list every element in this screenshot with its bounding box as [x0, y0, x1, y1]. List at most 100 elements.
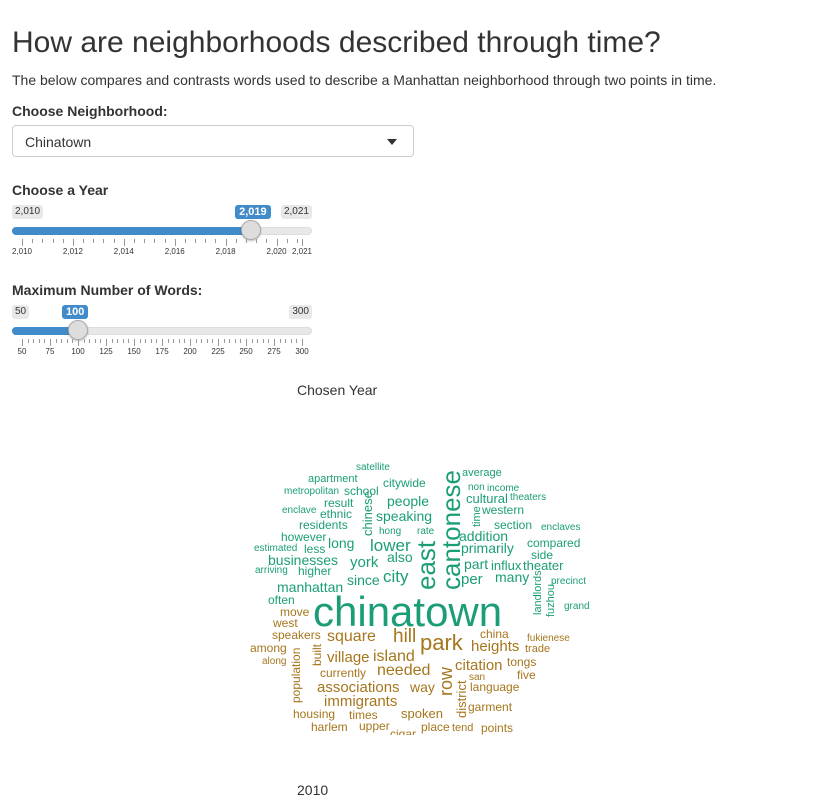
- word-cloud-word: compared: [527, 536, 580, 550]
- word-cloud-word: cantonese: [436, 470, 466, 590]
- year-slider-major-tick: [72, 239, 74, 246]
- words-slider-minor-tick: [83, 339, 85, 343]
- words-slider-tick-label: 275: [267, 347, 281, 356]
- word-cloud-word: residents: [299, 518, 348, 532]
- neighborhood-selected-value: Chinatown: [25, 134, 92, 150]
- words-slider-minor-tick: [178, 339, 180, 343]
- word-cloud-word: long: [328, 535, 354, 551]
- word-cloud-word: citation: [455, 657, 503, 674]
- words-slider-major-tick: [162, 339, 163, 346]
- words-slider-minor-tick: [195, 339, 197, 343]
- word-cloud-word: east: [411, 540, 441, 590]
- words-slider-tick-label: 175: [155, 347, 169, 356]
- word-cloud-word: time: [471, 506, 483, 527]
- words-slider-minor-tick: [262, 339, 264, 343]
- words-slider-minor-tick: [55, 339, 57, 343]
- words-value-label: 100: [62, 305, 89, 319]
- year-slider-minor-tick: [154, 239, 156, 243]
- year-slider-minor-tick: [246, 239, 247, 243]
- word-cloud-word: manhattan: [277, 579, 343, 595]
- year-slider-handle[interactable]: [241, 220, 262, 240]
- word-cloud-word: part: [464, 556, 488, 572]
- words-slider-major-tick: [246, 339, 247, 346]
- word-cloud-word: language: [470, 680, 520, 694]
- chevron-down-icon[interactable]: [387, 139, 397, 145]
- word-cloud-word: along: [262, 656, 286, 667]
- word-cloud-word: since: [347, 572, 380, 588]
- word-cloud-word: theaters: [510, 492, 546, 503]
- words-slider-minor-tick: [72, 339, 74, 343]
- words-slider-tick-label: 125: [99, 347, 113, 356]
- chosen-year-caption: Chosen Year: [297, 382, 378, 398]
- word-cloud-word: hill: [393, 626, 416, 647]
- word-cloud-word: less: [304, 542, 325, 556]
- year-slider-minor-tick: [103, 239, 105, 243]
- word-cloud-word: cultural: [466, 491, 508, 506]
- year-slider-minor-tick: [144, 239, 146, 243]
- year-slider-minor-tick: [286, 239, 288, 243]
- words-slider-minor-tick: [27, 339, 29, 343]
- word-cloud-word: enclave: [282, 505, 317, 516]
- words-slider-minor-tick: [33, 339, 35, 343]
- year-slider-major-tick: [302, 239, 303, 246]
- word-cloud-word: addition: [459, 528, 508, 544]
- page-title: How are neighborhoods described through …: [12, 26, 661, 59]
- year-slider-minor-tick: [42, 239, 44, 243]
- word-cloud-word: school: [344, 484, 379, 498]
- words-slider-minor-tick: [122, 339, 124, 343]
- words-slider-minor-tick: [89, 339, 91, 343]
- word-cloud-word: trade: [525, 643, 550, 655]
- words-slider-tick-label: 100: [71, 347, 85, 356]
- word-cloud-word: times: [349, 708, 378, 722]
- words-slider-minor-tick: [167, 339, 169, 343]
- year-slider-minor-tick: [184, 239, 186, 243]
- words-slider-minor-tick: [38, 339, 40, 343]
- word-cloud-word: many: [495, 569, 529, 585]
- word-cloud-word: speaking: [376, 508, 432, 524]
- word-cloud-word: often: [268, 593, 295, 607]
- year-slider[interactable]: 2,010 2,021 2,019 2,010 2,012 2,014 2,016 2,…: [12, 205, 312, 265]
- word-cloud-word: also: [387, 549, 413, 565]
- word-cloud-word: average: [462, 467, 502, 479]
- word-cloud-word: precinct: [551, 576, 586, 587]
- year-slider-minor-tick: [195, 239, 197, 243]
- word-cloud-word: place: [421, 720, 450, 734]
- words-slider[interactable]: 50 300 100 50 75 100 125 150 175 200 225 250 275 3…: [12, 305, 312, 365]
- word-cloud-word: housing: [293, 707, 335, 721]
- word-cloud-word: ethnic: [320, 507, 352, 521]
- year-slider-tick-label: 2,018: [215, 247, 236, 256]
- word-cloud-word: york: [350, 554, 379, 571]
- words-slider-minor-tick: [285, 339, 287, 343]
- year-slider-major-tick: [123, 239, 125, 246]
- word-cloud-word: citywide: [383, 476, 426, 490]
- words-slider-handle[interactable]: [68, 320, 88, 340]
- words-slider-minor-tick: [229, 339, 231, 343]
- year-slider-minor-tick: [113, 239, 115, 243]
- neighborhood-label: Choose Neighborhood:: [12, 103, 168, 119]
- words-slider-minor-tick: [100, 339, 102, 343]
- words-slider-minor-tick: [156, 339, 158, 343]
- word-cloud: satellite average apartment citywide non inco…: [250, 462, 590, 735]
- word-cloud-word: cigar: [390, 727, 416, 735]
- words-slider-minor-tick: [61, 339, 63, 343]
- year-slider-minor-tick: [235, 239, 237, 243]
- word-cloud-word: landlords: [532, 570, 544, 615]
- words-slider-minor-tick: [145, 339, 147, 343]
- words-slider-minor-tick: [94, 339, 96, 343]
- words-slider-minor-tick: [184, 339, 186, 343]
- word-cloud-word: businesses: [268, 552, 338, 568]
- words-slider-minor-tick: [206, 339, 208, 343]
- word-cloud-word: income: [487, 483, 520, 494]
- word-cloud-word: per: [461, 571, 483, 588]
- neighborhood-select[interactable]: Chinatown: [12, 125, 414, 157]
- words-slider-major-tick: [22, 339, 23, 346]
- words-slider-minor-tick: [251, 339, 253, 343]
- words-slider-fill: [12, 327, 78, 335]
- word-cloud-word: way: [409, 679, 435, 695]
- words-slider-minor-tick: [173, 339, 175, 343]
- word-cloud-word: village: [327, 649, 370, 666]
- word-cloud-word: china: [480, 627, 509, 641]
- word-cloud-word: san: [469, 672, 485, 683]
- words-slider-minor-tick: [139, 339, 141, 343]
- words-slider-minor-tick: [111, 339, 113, 343]
